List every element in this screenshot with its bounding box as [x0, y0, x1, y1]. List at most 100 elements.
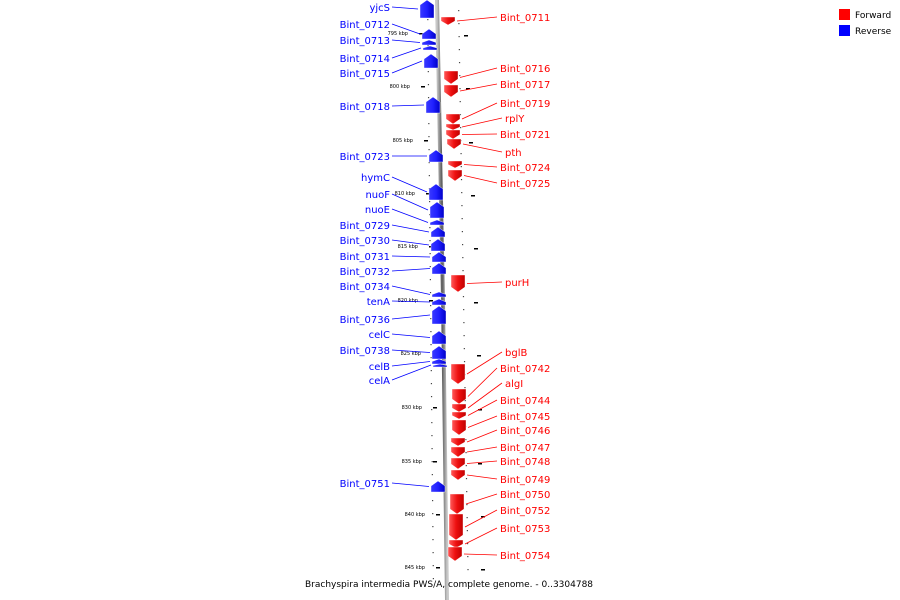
label-cela[interactable]: celA	[369, 376, 390, 387]
gene-pth[interactable]	[446, 138, 462, 150]
label-bint-0751[interactable]: Bint_0751	[340, 479, 390, 490]
gene-bint-0724[interactable]	[447, 160, 463, 169]
leader-line	[391, 239, 430, 246]
gene-bint-0747[interactable]	[450, 446, 466, 458]
label-bint-0716[interactable]: Bint_0716	[500, 64, 550, 75]
label-bint-0725[interactable]: Bint_0725	[500, 179, 550, 190]
label-bint-0714[interactable]: Bint_0714	[340, 54, 390, 65]
label-bint-0738[interactable]: Bint_0738	[340, 346, 390, 357]
label-bint-0753[interactable]: Bint_0753	[500, 524, 550, 535]
label-bint-0747[interactable]: Bint_0747	[500, 443, 550, 454]
label-nuof[interactable]: nuoF	[365, 190, 390, 201]
gene-bint-0713[interactable]	[421, 39, 437, 46]
gene-bint-0746[interactable]	[450, 437, 466, 447]
gene-bint-0711[interactable]	[440, 16, 456, 26]
label-bint-0736[interactable]: Bint_0736	[340, 315, 390, 326]
gene-bint-0717[interactable]	[443, 84, 459, 98]
label-tena[interactable]: tenA	[367, 297, 390, 308]
gene-bint-0744[interactable]	[451, 411, 467, 420]
leader-line	[466, 446, 498, 453]
label-rply[interactable]: rplY	[505, 114, 525, 125]
label-bint-0734[interactable]: Bint_0734	[340, 282, 390, 293]
label-purh[interactable]: purH	[505, 278, 529, 289]
gene-bint-0754[interactable]	[447, 546, 463, 562]
label-yjcs[interactable]: yjcS	[369, 3, 390, 14]
label-bint-0718[interactable]: Bint_0718	[340, 102, 390, 113]
gene-bint-0725[interactable]	[447, 169, 463, 182]
label-bint-0724[interactable]: Bint_0724	[500, 163, 550, 174]
gene-bint-0752[interactable]	[448, 513, 464, 541]
label-bint-0721[interactable]: Bint_0721	[500, 130, 550, 141]
gene-nuof[interactable]	[429, 201, 445, 219]
label-bglb[interactable]: bglB	[505, 348, 527, 359]
label-bint-0731[interactable]: Bint_0731	[340, 252, 390, 263]
label-bint-0729[interactable]: Bint_0729	[340, 221, 390, 232]
gene-bint-0730[interactable]	[430, 238, 446, 252]
tick-mark	[466, 88, 470, 90]
label-bint-0748[interactable]: Bint_0748	[500, 457, 550, 468]
gene-bint-0753[interactable]	[448, 539, 464, 549]
label-hymc[interactable]: hymC	[361, 173, 390, 184]
gene-bint-0721[interactable]	[445, 129, 461, 140]
label-bint-0749[interactable]: Bint_0749	[500, 475, 550, 486]
gene-yjcs[interactable]	[419, 0, 435, 19]
gene-cela[interactable]	[432, 363, 448, 368]
gene-bint-0750[interactable]	[449, 493, 465, 515]
gene-bint-0712[interactable]	[421, 28, 437, 40]
label-bint-0717[interactable]: Bint_0717	[500, 80, 550, 91]
gene-bglb[interactable]	[450, 363, 466, 385]
guide-dot	[460, 127, 462, 129]
label-bint-0754[interactable]: Bint_0754	[500, 551, 550, 562]
leader-line	[467, 382, 503, 409]
gene-hymc[interactable]	[428, 183, 444, 201]
label-bint-0744[interactable]: Bint_0744	[500, 396, 550, 407]
gene-bint-0742[interactable]	[451, 388, 467, 405]
gene-bint-0723[interactable]	[428, 149, 444, 163]
gene-algi[interactable]	[451, 403, 467, 413]
tick-mark	[474, 302, 478, 304]
gene-bint-0732[interactable]	[431, 262, 447, 275]
label-pth[interactable]: pth	[505, 148, 522, 159]
gene-bint-0714[interactable]	[422, 45, 438, 51]
label-celc[interactable]: celC	[369, 330, 390, 341]
gene-bint-0734[interactable]	[431, 291, 447, 298]
guide-dot	[462, 257, 464, 259]
gene-bint-0715[interactable]	[423, 53, 439, 69]
label-bint-0750[interactable]: Bint_0750	[500, 490, 550, 501]
label-bint-0723[interactable]: Bint_0723	[340, 152, 390, 163]
guide-dot	[432, 578, 434, 580]
label-nuoe[interactable]: nuoE	[365, 205, 390, 216]
label-celb[interactable]: celB	[369, 362, 390, 373]
gene-tena[interactable]	[431, 298, 447, 306]
label-bint-0745[interactable]: Bint_0745	[500, 412, 550, 423]
label-bint-0719[interactable]: Bint_0719	[500, 99, 550, 110]
tick-mark	[481, 516, 485, 518]
gene-celc[interactable]	[431, 330, 447, 345]
gene-rply[interactable]	[445, 123, 461, 131]
gene-bint-0729[interactable]	[430, 226, 446, 238]
label-bint-0713[interactable]: Bint_0713	[340, 36, 390, 47]
gene-bint-0748[interactable]	[450, 457, 466, 470]
label-bint-0715[interactable]: Bint_0715	[340, 69, 390, 80]
gene-bint-0716[interactable]	[443, 70, 459, 85]
gene-bint-0738[interactable]	[431, 345, 447, 360]
gene-bint-0751[interactable]	[430, 480, 446, 493]
label-bint-0746[interactable]: Bint_0746	[500, 426, 550, 437]
label-bint-0742[interactable]: Bint_0742	[500, 364, 550, 375]
gene-bint-0718[interactable]	[425, 96, 441, 114]
gene-purh[interactable]	[450, 274, 466, 293]
label-bint-0752[interactable]: Bint_0752	[500, 506, 550, 517]
gene-bint-0736[interactable]	[431, 305, 447, 325]
label-algi[interactable]: algI	[505, 379, 523, 390]
gene-bint-0719[interactable]	[445, 113, 461, 125]
gene-bint-0745[interactable]	[451, 419, 467, 436]
label-bint-0711[interactable]: Bint_0711	[500, 13, 550, 24]
gene-bint-0749[interactable]	[450, 469, 466, 481]
gene-celb[interactable]	[431, 358, 447, 365]
label-bint-0732[interactable]: Bint_0732	[340, 267, 390, 278]
gene-nuoe[interactable]	[429, 219, 445, 226]
gene-bint-0731[interactable]	[431, 251, 447, 263]
label-bint-0712[interactable]: Bint_0712	[340, 20, 390, 31]
guide-dot	[432, 552, 434, 554]
label-bint-0730[interactable]: Bint_0730	[340, 236, 390, 247]
